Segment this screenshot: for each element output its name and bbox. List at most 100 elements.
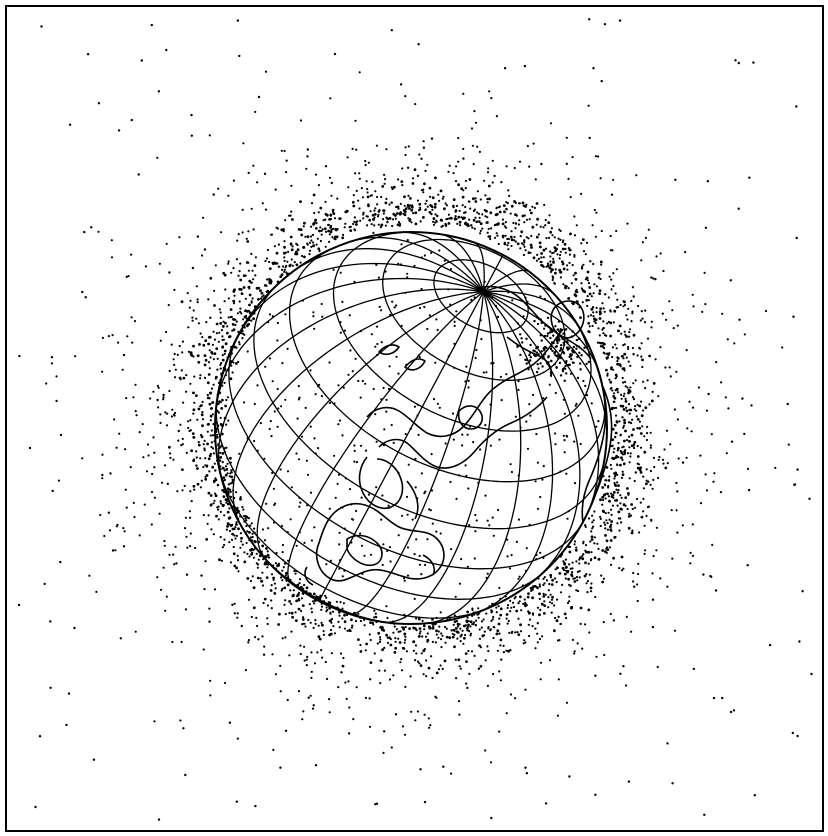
debris-dot (623, 418, 626, 422)
debris-dot (418, 554, 421, 558)
debris-dot (386, 636, 389, 639)
debris-dot (277, 407, 280, 410)
debris-dot (189, 516, 192, 519)
debris-dot (326, 677, 329, 681)
debris-dot (443, 659, 447, 663)
debris-dot (314, 764, 318, 767)
debris-dot (208, 397, 211, 400)
debris-dot (615, 229, 618, 233)
debris-dot (212, 330, 215, 333)
debris-dot (390, 201, 393, 204)
debris-dot (248, 539, 251, 542)
debris-dot (372, 218, 375, 221)
debris-dot (565, 136, 568, 139)
debris-dot (561, 553, 564, 556)
debris-dot (173, 376, 177, 379)
eastern-coast (596, 386, 613, 492)
debris-dot (164, 609, 167, 612)
debris-dot (556, 598, 559, 601)
debris-dot (725, 452, 728, 455)
debris-dot (592, 67, 595, 70)
debris-dot (457, 160, 460, 163)
debris-dot (639, 501, 642, 504)
debris-dot (347, 732, 351, 735)
debris-dot (406, 574, 410, 577)
debris-dot (390, 186, 393, 189)
debris-dot (747, 488, 751, 492)
debris-dot (564, 361, 568, 364)
debris-dot (526, 145, 530, 148)
debris-dot (623, 300, 626, 304)
debris-dot (582, 553, 585, 556)
debris-dot (608, 546, 612, 549)
debris-dot (637, 463, 641, 466)
debris-dot (401, 725, 405, 728)
debris-dot (350, 618, 353, 622)
debris-dot (215, 514, 218, 518)
debris-dot (333, 402, 336, 405)
debris-dot (466, 616, 469, 619)
debris-dot (221, 325, 225, 328)
debris-dot (704, 473, 707, 476)
debris-dot (574, 548, 578, 552)
debris-dot (349, 225, 352, 228)
debris-dot (50, 356, 54, 359)
debris-dot (356, 220, 359, 223)
debris-dot (416, 199, 420, 202)
debris-dot (509, 235, 513, 239)
debris-dot (355, 686, 358, 689)
debris-dot (314, 619, 317, 622)
debris-dot (571, 156, 574, 159)
debris-dot (322, 630, 325, 633)
debris-dot (507, 237, 510, 241)
debris-dot (318, 596, 321, 599)
debris-dot (486, 572, 489, 575)
debris-dot (249, 524, 252, 527)
debris-dot (373, 609, 376, 612)
debris-dot (521, 201, 525, 205)
debris-dot (535, 370, 539, 374)
debris-dot (413, 168, 417, 172)
debris-dot (133, 320, 137, 323)
debris-dot (500, 181, 503, 184)
debris-dot (329, 611, 332, 614)
debris-dot (624, 496, 628, 499)
debris-dot (543, 576, 546, 579)
debris-dot (549, 593, 552, 596)
debris-dot (647, 480, 650, 483)
debris-dot (705, 409, 709, 412)
debris-dot (568, 261, 571, 264)
debris-dot (253, 305, 257, 309)
debris-dot (528, 618, 532, 621)
debris-dot (382, 386, 385, 389)
debris-dot (404, 432, 407, 436)
debris-dot (246, 240, 250, 243)
debris-dot (224, 681, 227, 685)
debris-dot (609, 380, 613, 384)
debris-dot (661, 458, 665, 461)
debris-dot (431, 522, 434, 525)
debris-dot (232, 343, 236, 346)
debris-dot (281, 569, 284, 572)
debris-dot (179, 378, 182, 381)
debris-dot (40, 25, 43, 28)
debris-dot (361, 196, 365, 199)
debris-dot (535, 558, 538, 561)
debris-dot (249, 579, 253, 583)
debris-dot (184, 773, 187, 777)
debris-dot (295, 452, 298, 455)
debris-dot (484, 194, 487, 197)
debris-dot (512, 221, 515, 225)
debris-dot (240, 624, 243, 628)
debris-dot (312, 193, 316, 197)
debris-dot (483, 179, 486, 182)
debris-dot (581, 289, 585, 292)
debris-dot (666, 462, 669, 465)
debris-dot (335, 606, 339, 610)
debris-dot (622, 305, 625, 308)
debris-dot (190, 134, 193, 137)
debris-dot (544, 218, 547, 222)
debris-dot (484, 215, 487, 218)
debris-dot (674, 178, 677, 181)
debris-dot (619, 517, 622, 520)
